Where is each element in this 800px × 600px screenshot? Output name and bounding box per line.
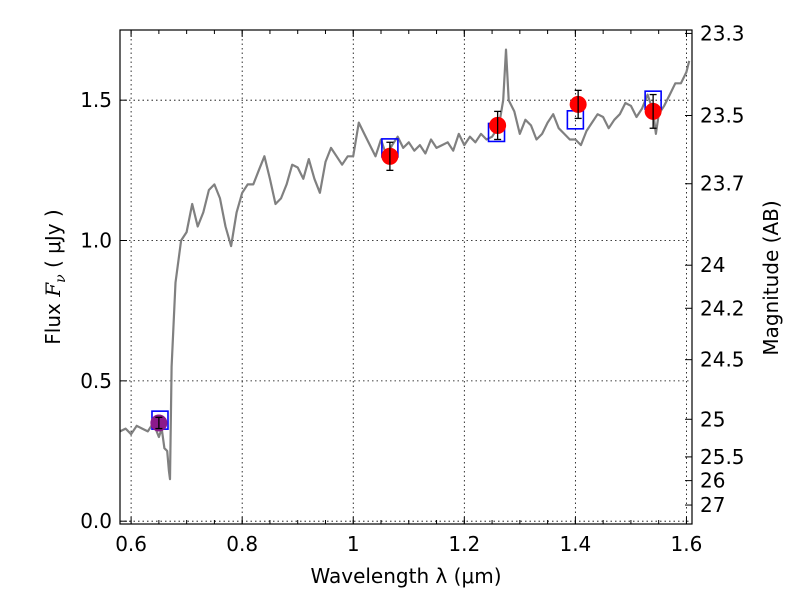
y2-tick-label: 26: [700, 469, 725, 493]
plot-frame: [119, 29, 693, 525]
y-axis-label-prefix: Flux: [41, 297, 65, 345]
data-layer: [119, 48, 691, 481]
y-tick-label: 1.5: [80, 88, 112, 112]
y-axis-label-symbol: F: [41, 282, 65, 298]
x-tick-label: 1: [347, 532, 360, 556]
y2-tick-label: 25.5: [700, 445, 745, 469]
y-axis-label: Flux Fν ( μJy ): [41, 209, 69, 344]
y2-tick-label: 23.7: [700, 172, 745, 196]
y-tick-label: 0.5: [80, 369, 112, 393]
x-tick-label: 1.2: [448, 532, 480, 556]
y2-axis-label: Magnitude (AB): [759, 200, 783, 355]
y2-tick-label: 24.2: [700, 296, 745, 320]
x-tick-label: 1.4: [559, 532, 591, 556]
y-axis-label-subscript: ν: [53, 274, 69, 283]
y-tick-label: 0.0: [80, 509, 112, 533]
tick-layer: 0.6 0.8 1 1.2 1.4 1.6 0.0 0.5 1.0 1.5 23.3 23.5 23.7…: [80, 21, 744, 556]
y2-tick-label: 23.5: [700, 103, 745, 127]
spectrum-line: [119, 48, 691, 481]
x-axis-label: Wavelength λ (μm): [310, 564, 501, 588]
x-tick-label: 0.6: [115, 532, 147, 556]
y2-tick-label: 25: [700, 407, 725, 431]
y2-tick-label: 27: [700, 493, 725, 517]
y2-tick-label: 24.5: [700, 348, 745, 372]
x-tick-label: 1.6: [671, 532, 703, 556]
y-axis-label-unit: ( μJy ): [41, 209, 65, 274]
y-tick-label: 1.0: [80, 229, 112, 253]
x-tick-label: 0.8: [226, 532, 258, 556]
y2-tick-label: 24: [700, 253, 725, 277]
y2-tick-label: 23.3: [700, 21, 745, 45]
